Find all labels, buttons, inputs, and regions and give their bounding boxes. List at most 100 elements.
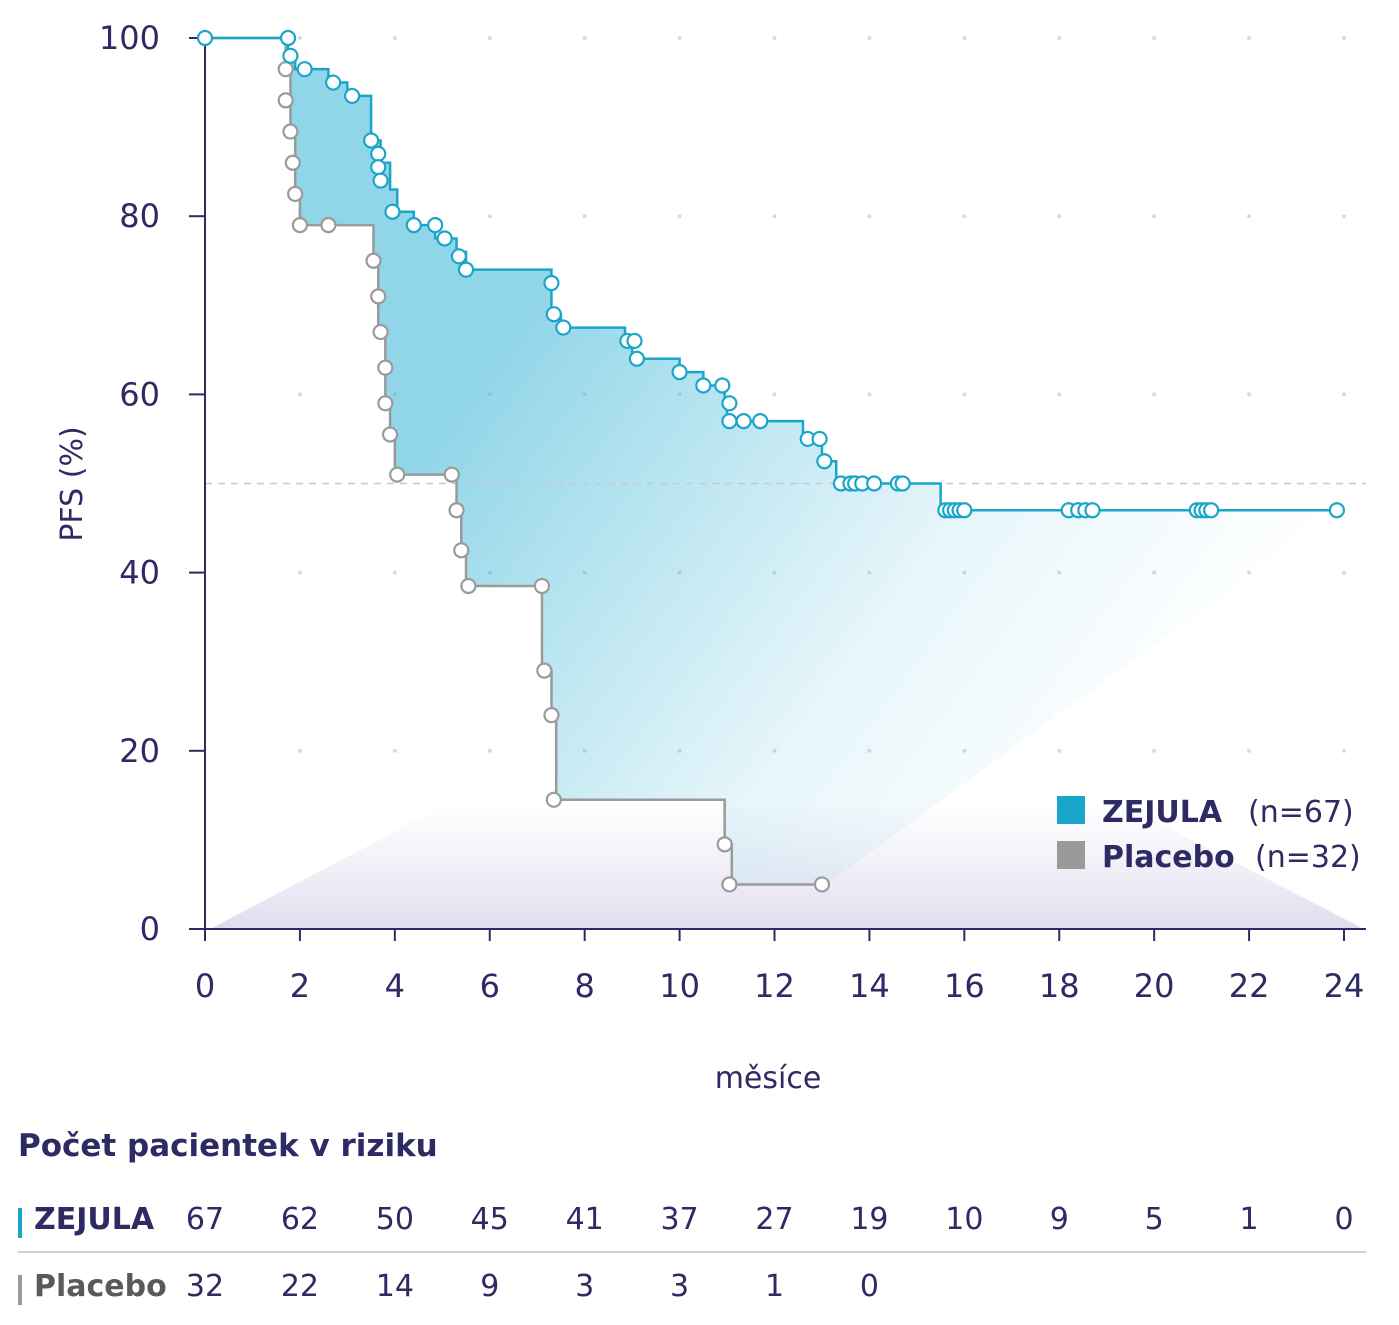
risk-row-marker-placebo <box>18 1275 22 1305</box>
risk-value: 9 <box>480 1269 500 1304</box>
censor-marker-placebo <box>545 791 562 808</box>
censor-marker-zejula <box>196 29 214 47</box>
grid-dot <box>487 214 492 219</box>
grid-dot <box>1057 748 1062 753</box>
censor-marker-placebo <box>533 577 551 595</box>
risk-row-label-zejula: ZEJULA <box>34 1202 155 1237</box>
censor-marker-zejula <box>1084 502 1101 519</box>
censor-marker-placebo <box>370 288 387 305</box>
x-tick-label: 2 <box>290 967 310 1005</box>
grid-dot <box>297 748 302 753</box>
censor-marker-placebo <box>365 252 382 269</box>
risk-value: 9 <box>1049 1202 1069 1237</box>
grid-dot <box>392 36 397 40</box>
grid-dot <box>392 570 397 575</box>
censor-marker-zejula <box>325 74 342 91</box>
x-tick-label: 8 <box>574 967 594 1005</box>
censor-marker-placebo <box>381 426 399 443</box>
grid-dot <box>392 748 397 753</box>
grid-dot <box>867 36 872 40</box>
censor-marker-placebo <box>284 154 301 171</box>
censor-marker-placebo <box>460 577 477 595</box>
risk-table-title: Počet pacientek v riziku <box>18 1128 438 1164</box>
grid-dot <box>1342 392 1346 397</box>
grid-dot <box>1152 748 1157 753</box>
grid-dot <box>1342 570 1346 575</box>
censor-marker-zejula <box>436 230 453 247</box>
censor-marker-zejula <box>363 132 380 149</box>
legend-n-zejula: (n=67) <box>1248 795 1354 830</box>
risk-value: 3 <box>670 1269 690 1304</box>
censor-marker-zejula <box>695 377 712 394</box>
censor-marker-zejula <box>296 61 313 78</box>
risk-value: 45 <box>470 1202 509 1237</box>
censor-marker-zejula <box>1328 502 1345 519</box>
series-line-placebo <box>205 36 827 886</box>
censor-marker-placebo <box>291 217 309 234</box>
risk-value: 5 <box>1144 1202 1164 1237</box>
x-tick-label: 24 <box>1324 967 1365 1005</box>
risk-value: 1 <box>764 1269 785 1304</box>
censor-marker-zejula <box>450 248 468 265</box>
grid-dot <box>677 214 682 219</box>
risk-value: 67 <box>185 1202 225 1237</box>
risk-value: 19 <box>850 1202 889 1237</box>
censor-marker-placebo <box>536 662 553 679</box>
grid-dot <box>867 214 872 219</box>
legend-swatch-placebo <box>1057 841 1085 869</box>
grid-dot <box>582 36 587 40</box>
censor-marker-placebo <box>320 217 337 234</box>
risk-value: 3 <box>575 1269 595 1304</box>
grid-dot <box>772 392 777 397</box>
censor-marker-zejula <box>626 332 643 350</box>
x-tick-label: 14 <box>849 967 890 1005</box>
grid-dot <box>1247 392 1252 397</box>
censor-marker-zejula <box>721 413 738 430</box>
censor-marker-zejula <box>370 159 387 176</box>
risk-table: Počet pacientek v riziku ZEJULA 67 62 50 45… <box>0 1120 1399 1325</box>
censor-marker-placebo <box>453 542 470 559</box>
censor-marker-zejula <box>384 203 401 220</box>
censor-marker-zejula <box>721 395 738 412</box>
censor-marker-zejula <box>344 87 361 105</box>
grid-dot <box>1247 748 1252 753</box>
risk-table-separator <box>18 1251 1366 1253</box>
x-tick-label: 0 <box>195 967 215 1005</box>
x-tick-label: 18 <box>1039 967 1080 1005</box>
risk-value: 22 <box>280 1269 319 1304</box>
censor-marker-zejula <box>370 145 387 162</box>
legend-label-zejula: ZEJULA <box>1102 795 1223 830</box>
censor-marker-zejula <box>279 29 297 47</box>
censor-marker-zejula <box>1203 502 1220 519</box>
censor-marker-placebo <box>377 395 394 412</box>
legend-swatch-zejula <box>1057 796 1085 824</box>
risk-row-label-placebo: Placebo <box>34 1269 167 1304</box>
censor-marker-zejula <box>372 172 389 189</box>
y-tick-label: 20 <box>119 732 160 770</box>
risk-value: 1 <box>1239 1202 1259 1237</box>
censor-marker-zejula <box>714 377 731 394</box>
censor-marker-placebo <box>277 61 294 78</box>
grid-dot <box>962 36 967 40</box>
grid-dot <box>1057 214 1062 219</box>
x-tick-label: 12 <box>754 967 795 1005</box>
censor-marker-placebo <box>813 876 831 893</box>
grid-dot <box>1247 36 1252 40</box>
censor-marker-placebo <box>721 876 738 893</box>
risk-value: 37 <box>660 1202 699 1237</box>
grid-dot <box>1247 214 1252 219</box>
risk-row-placebo: Placebo 32 22 14 9 3 3 1 0 <box>0 1267 1399 1317</box>
legend-n-placebo: (n=32) <box>1255 840 1361 875</box>
risk-value: 27 <box>755 1202 794 1237</box>
risk-value: 50 <box>375 1202 414 1237</box>
grid-dot <box>1342 748 1346 753</box>
censor-marker-zejula <box>545 306 562 323</box>
censor-marker-zejula <box>811 430 828 448</box>
grid-dot <box>1152 214 1157 219</box>
risk-row-zejula: ZEJULA 67 62 50 45 41 37 27 19 10 9 5 1 0 <box>0 1200 1399 1250</box>
risk-value: 14 <box>375 1269 414 1304</box>
risk-value: 10 <box>945 1202 984 1237</box>
censor-marker-zejula <box>816 453 833 470</box>
censor-marker-zejula <box>457 261 475 278</box>
